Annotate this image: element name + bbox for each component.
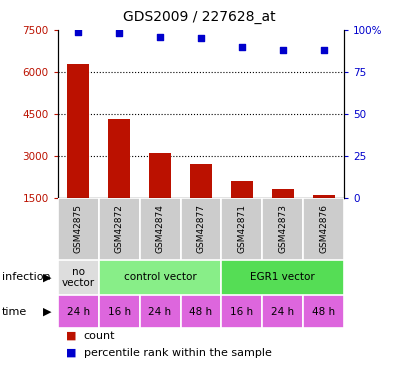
Bar bbox=[231, 181, 253, 198]
Text: percentile rank within the sample: percentile rank within the sample bbox=[84, 348, 271, 357]
Point bbox=[116, 30, 122, 36]
Text: GSM42877: GSM42877 bbox=[197, 204, 205, 253]
Bar bbox=[312, 195, 335, 198]
Text: ■: ■ bbox=[66, 348, 76, 357]
Bar bbox=[108, 119, 131, 198]
Bar bbox=[67, 63, 90, 198]
Bar bbox=[181, 295, 221, 328]
Text: no
vector: no vector bbox=[62, 267, 95, 288]
Bar bbox=[221, 198, 262, 260]
Bar bbox=[58, 198, 99, 260]
Bar bbox=[303, 295, 344, 328]
Text: control vector: control vector bbox=[124, 272, 197, 282]
Text: GSM42875: GSM42875 bbox=[74, 204, 83, 253]
Text: GSM42872: GSM42872 bbox=[115, 204, 124, 253]
Bar bbox=[181, 198, 221, 260]
Point bbox=[198, 35, 204, 41]
Text: GSM42873: GSM42873 bbox=[278, 204, 287, 253]
Text: time: time bbox=[2, 307, 27, 316]
Point bbox=[157, 34, 163, 40]
Text: ▶: ▶ bbox=[43, 307, 51, 316]
Text: GSM42874: GSM42874 bbox=[156, 204, 164, 253]
Text: GSM42871: GSM42871 bbox=[238, 204, 246, 253]
Text: GDS2009 / 227628_at: GDS2009 / 227628_at bbox=[123, 10, 275, 24]
Text: count: count bbox=[84, 331, 115, 340]
Bar bbox=[99, 198, 140, 260]
Bar bbox=[58, 295, 99, 328]
Text: 24 h: 24 h bbox=[148, 307, 172, 316]
Bar bbox=[140, 198, 181, 260]
Point bbox=[239, 44, 245, 50]
Bar bbox=[262, 295, 303, 328]
Text: 48 h: 48 h bbox=[312, 307, 336, 316]
Text: infection: infection bbox=[2, 272, 51, 282]
Bar bbox=[303, 198, 344, 260]
Bar bbox=[262, 198, 303, 260]
Bar bbox=[190, 164, 212, 198]
Bar bbox=[221, 295, 262, 328]
Bar bbox=[271, 189, 294, 198]
Bar bbox=[149, 153, 171, 198]
Point bbox=[75, 28, 81, 34]
Bar bbox=[221, 260, 344, 295]
Point bbox=[280, 47, 286, 53]
Text: 16 h: 16 h bbox=[107, 307, 131, 316]
Point bbox=[321, 47, 327, 53]
Text: EGR1 vector: EGR1 vector bbox=[250, 272, 315, 282]
Text: 16 h: 16 h bbox=[230, 307, 254, 316]
Bar bbox=[99, 260, 221, 295]
Text: ▶: ▶ bbox=[43, 272, 51, 282]
Bar bbox=[58, 260, 99, 295]
Bar bbox=[140, 295, 181, 328]
Text: 24 h: 24 h bbox=[271, 307, 295, 316]
Text: 48 h: 48 h bbox=[189, 307, 213, 316]
Text: 24 h: 24 h bbox=[66, 307, 90, 316]
Bar bbox=[99, 295, 140, 328]
Text: ■: ■ bbox=[66, 331, 76, 340]
Text: GSM42876: GSM42876 bbox=[319, 204, 328, 253]
